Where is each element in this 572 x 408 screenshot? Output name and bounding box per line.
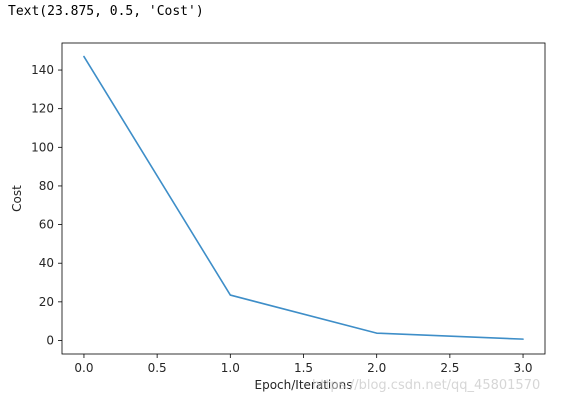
plot-area	[83, 55, 524, 340]
y-tick-label: 20	[39, 295, 54, 309]
y-tick-label: 40	[39, 256, 54, 270]
y-tick-label: 100	[31, 140, 54, 154]
y-tick-label: 80	[39, 179, 54, 193]
watermark-text: https://blog.csdn.net/qq_45801570	[312, 378, 541, 393]
x-tick-label: 2.5	[440, 361, 459, 375]
y-tick-label: 60	[39, 218, 54, 232]
x-tick-label: 0.0	[74, 361, 93, 375]
series-line	[83, 55, 524, 340]
x-tick-label: 2.0	[367, 361, 386, 375]
x-tick-label: 1.0	[221, 361, 240, 375]
y-axis-label: Cost	[10, 185, 24, 212]
x-tick-label: 3.0	[513, 361, 532, 375]
axes: Epoch/Iterations Cost 0.0 0.5 1.0 1.5 2.0 2.5…	[10, 42, 546, 392]
y-tick-label: 120	[31, 102, 54, 116]
cell-output-text: Text(23.875, 0.5, 'Cost')	[8, 4, 204, 19]
x-tick-label: 0.5	[148, 361, 167, 375]
x-axis-label: Epoch/Iterations	[255, 378, 353, 392]
y-tick-label: 140	[31, 63, 54, 77]
x-tick-label: 1.5	[294, 361, 313, 375]
y-tick-label: 0	[46, 333, 54, 347]
plot-frame	[61, 42, 546, 355]
